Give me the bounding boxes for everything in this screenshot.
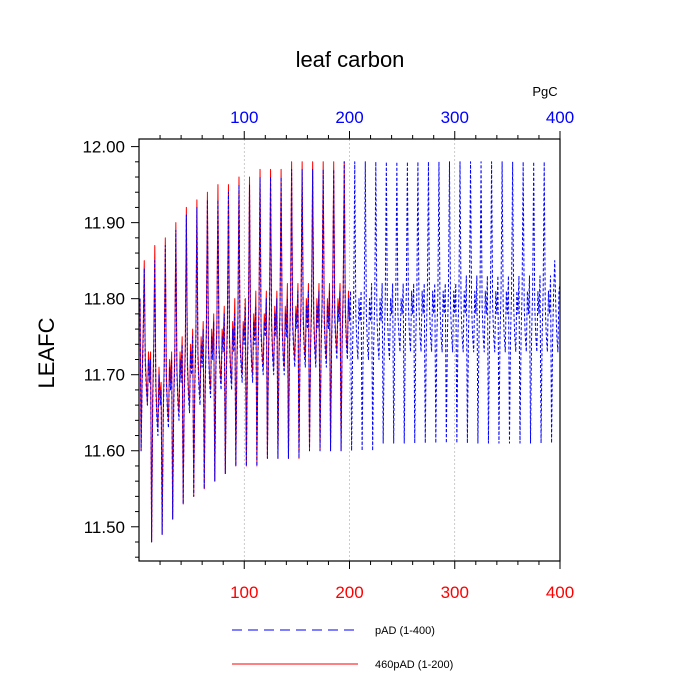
gridlines xyxy=(243,139,456,561)
x-tick-label-top: 200 xyxy=(335,108,363,127)
x-tick-label-bottom: 200 xyxy=(335,583,363,602)
legend-label-460pad: 460pAD (1-200) xyxy=(375,659,453,671)
units-label: PgC xyxy=(532,84,557,99)
x-tick-label-bottom: 300 xyxy=(441,583,469,602)
y-tick-label: 11.60 xyxy=(84,442,125,461)
x-tick-label-bottom: 400 xyxy=(546,583,574,602)
x-tick-label-top: 400 xyxy=(546,108,574,127)
y-tick-label: 11.70 xyxy=(84,366,125,385)
x-tick-label-top: 300 xyxy=(441,108,469,127)
series-layer xyxy=(139,161,561,543)
x-tick-label-top: 100 xyxy=(230,108,258,127)
ticks-layer: 11.50 11.60 11.70 11.80 11.90 12.00 100 200 300 4… xyxy=(82,108,574,602)
y-tick-label: 11.80 xyxy=(84,290,125,309)
chart-title: leaf carbon xyxy=(296,47,405,72)
y-tick-label: 11.50 xyxy=(84,518,125,537)
y-tick-label: 12.00 xyxy=(82,138,125,157)
series-line-460pad xyxy=(139,161,350,543)
legend: pAD (1-400) 460pAD (1-200) xyxy=(232,625,453,671)
y-tick-label: 11.90 xyxy=(84,214,125,233)
series-line-pad xyxy=(139,161,561,543)
x-tick-label-bottom: 100 xyxy=(230,583,258,602)
legend-label-pad: pAD (1-400) xyxy=(375,625,435,637)
y-axis-label: LEAFC xyxy=(34,317,59,388)
